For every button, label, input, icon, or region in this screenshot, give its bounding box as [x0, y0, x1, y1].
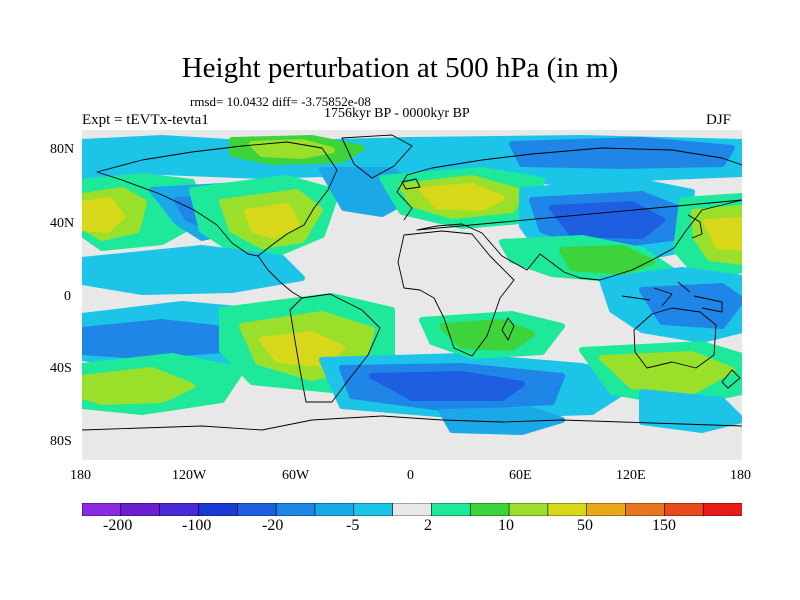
- iceland-coast: [401, 178, 421, 190]
- colorbar-swatch: [702, 502, 743, 517]
- contour-fill-region: [549, 201, 665, 239]
- contour-fill-region: [82, 197, 125, 233]
- colorbar-label: -5: [346, 517, 360, 534]
- contour-fill-region: [259, 331, 345, 367]
- europe-asia-coast: [396, 147, 742, 281]
- lon-tick-label: 180: [730, 468, 751, 483]
- contour-fill-region: [439, 407, 565, 435]
- central-america-coast: [257, 255, 303, 299]
- contour-fill-region: [82, 319, 235, 359]
- contour-fill-layer: [82, 135, 742, 435]
- lon-tick-label: 180: [70, 468, 91, 483]
- colorbar-label: 150: [652, 517, 676, 534]
- colorbar-swatch: [469, 502, 510, 517]
- contour-fill-region: [639, 283, 742, 329]
- colorbar-swatch: [236, 502, 277, 517]
- experiment-label: Expt = tEVTx-tevta1: [82, 112, 209, 128]
- australia-coast: [633, 307, 717, 369]
- rmsd-diff-stats: rmsd= 10.0432 diff= -3.75852e-08: [190, 94, 371, 109]
- colorbar-label: 10: [498, 517, 514, 534]
- lat-tick-label: 0: [64, 289, 71, 304]
- colorbar-swatch: [314, 502, 355, 517]
- contour-fill-region: [244, 203, 300, 239]
- colorbar-swatch: [431, 502, 472, 517]
- contour-fill-region: [82, 367, 195, 405]
- lon-tick-label: 60W: [282, 468, 310, 483]
- africa-coast: [397, 230, 515, 357]
- colorbar-swatch: [198, 502, 239, 517]
- lat-tick-label: 80N: [50, 142, 75, 157]
- lat-tick-label: 80S: [50, 434, 72, 449]
- colorbar-swatch: [664, 502, 704, 517]
- colorbar-label: 50: [577, 517, 593, 534]
- colorbar-swatch: [625, 502, 666, 517]
- colorbar-swatch: [392, 502, 433, 517]
- lat-tick-label: 40N: [50, 216, 75, 231]
- colorbar-swatch: [353, 502, 394, 517]
- contour-fill-region: [249, 139, 335, 159]
- colorbar-swatch: [81, 502, 122, 517]
- greenland-coast: [341, 134, 413, 179]
- lon-tick-label: 0: [407, 468, 414, 483]
- colorbar-label: 2: [424, 517, 432, 534]
- colorbar-swatch: [159, 502, 200, 517]
- contour-fill-region: [369, 371, 525, 401]
- colorbar-label: -100: [182, 517, 212, 534]
- new-zealand-coast: [721, 369, 741, 389]
- contour-fill-region: [509, 137, 735, 169]
- madagascar-coast: [501, 317, 515, 341]
- colorbar-label: -200: [103, 517, 133, 534]
- south-america-coast: [289, 293, 381, 403]
- colorbar: [81, 502, 743, 517]
- colorbar-label: -20: [262, 517, 284, 534]
- lon-tick-label: 120W: [172, 468, 207, 483]
- contour-fill-region: [419, 183, 505, 211]
- lon-tick-label: 60E: [509, 468, 532, 483]
- antarctica-coast: [82, 415, 742, 431]
- season-label: DJF: [706, 112, 732, 128]
- map-title: Height perturbation at 500 hPa (in m): [181, 52, 619, 84]
- colorbar-swatch: [547, 502, 588, 517]
- contour-fill-region: [599, 351, 735, 395]
- north-america-coast: [96, 141, 338, 257]
- colorbar-swatch: [275, 502, 316, 517]
- coastline-layer: [82, 134, 742, 431]
- lat-tick-label: 40S: [50, 361, 72, 376]
- colorbar-swatch: [120, 502, 161, 517]
- colorbar-swatch: [586, 502, 627, 517]
- japan-coast: [687, 214, 703, 239]
- time-period-label: 1756kyr BP - 0000kyr BP: [324, 106, 470, 121]
- colorbar-swatch: [508, 502, 549, 517]
- contour-fill-region: [703, 217, 742, 251]
- indonesia-coast: [621, 281, 723, 313]
- height-perturbation-map: [82, 130, 742, 460]
- lon-tick-label: 120E: [616, 468, 646, 483]
- contour-fill-region: [82, 245, 305, 295]
